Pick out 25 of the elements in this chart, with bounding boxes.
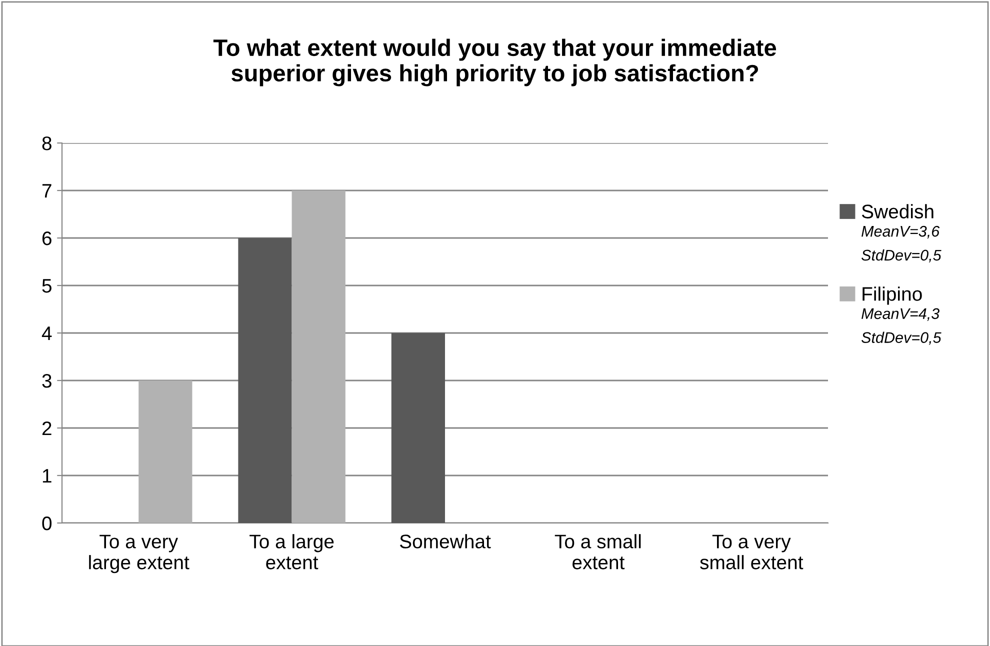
text: MeanV=3,6 [862, 226, 940, 239]
bar [391, 333, 445, 523]
legend-label: Swedish [862, 204, 934, 218]
x-tick-label: To a large extent [250, 534, 334, 570]
bar [138, 380, 192, 523]
y-tick-label: 0 [42, 516, 52, 530]
y-tick-label: 1 [42, 469, 52, 483]
y-tick-label: 6 [42, 231, 52, 246]
text: MeanV=4,3 [862, 308, 940, 321]
x-tick-label: To a small extent [554, 534, 641, 570]
y-tick-label: 7 [42, 184, 52, 198]
bar [238, 238, 292, 523]
chart-title: To what extent would you say that your immediate superior gives high priority to job satisfaction? [213, 38, 776, 86]
legend-label: Filipino [862, 286, 922, 305]
text: StdDev=0,5 [861, 332, 942, 345]
x-tick-label: To a very large extent [89, 534, 190, 574]
x-tick-label: To a very small extent [700, 534, 804, 570]
y-tick-label: 2 [42, 421, 52, 436]
y-tick-label: 8 [42, 136, 52, 150]
y-tick-label: 4 [42, 326, 52, 340]
text: StdDev=0,5 [861, 249, 942, 262]
x-tick-label: Somewhat [400, 534, 491, 548]
y-tick-label: 5 [42, 279, 52, 293]
bar [292, 190, 346, 523]
y-tick-label: 3 [42, 374, 52, 388]
